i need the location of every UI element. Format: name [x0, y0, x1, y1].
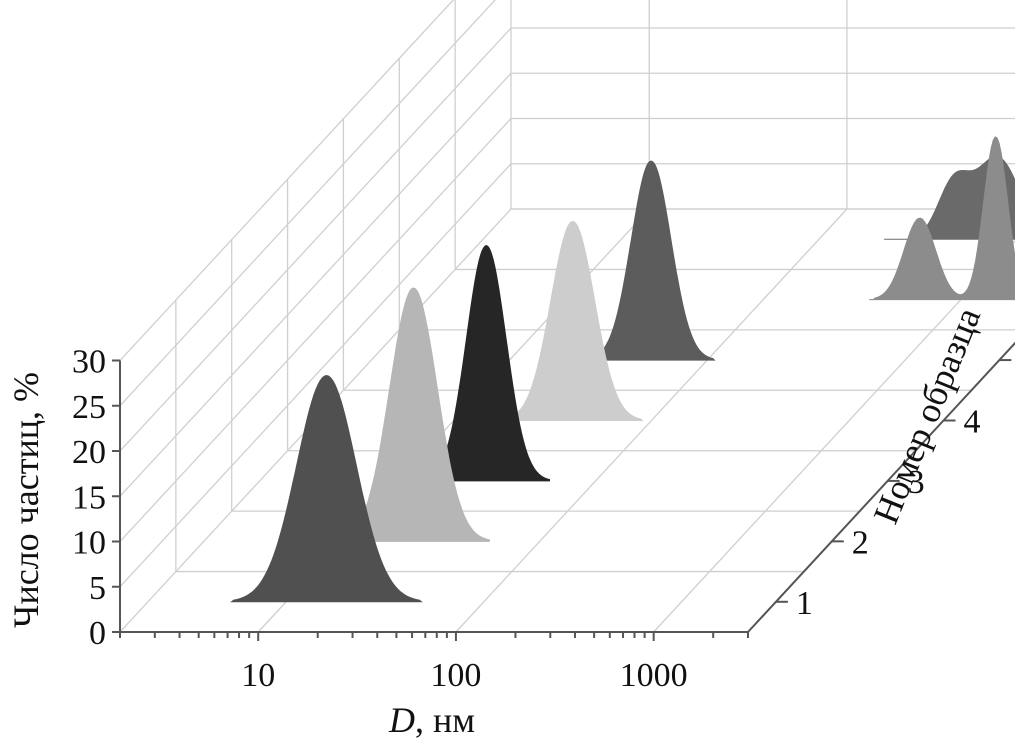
- z-tick-label: 1: [796, 585, 813, 622]
- x-axis-title-unit: , нм: [415, 700, 475, 740]
- z-tick-label: 3: [908, 464, 925, 501]
- tick-labels: 1010010000510152025301234567: [72, 344, 981, 695]
- series-1-area: [230, 374, 423, 603]
- back-wall-grid: [511, 0, 1015, 210]
- side-grid-hline: [119, 118, 512, 542]
- y-tick-label: 25: [72, 389, 106, 426]
- x-axis-title-variable: D: [388, 700, 415, 740]
- x-axis-title: D, нм: [388, 700, 475, 740]
- series-6-area: [869, 136, 1015, 301]
- side-grid-hline: [119, 0, 455, 361]
- floor-grid-depth-line: [653, 240, 1015, 633]
- x-tick-label: 100: [430, 657, 481, 694]
- side-grid-hline: [119, 163, 512, 588]
- y-tick-label: 10: [72, 525, 106, 562]
- y-tick-label: 15: [72, 479, 106, 516]
- side-grid-hline: [119, 27, 512, 452]
- series-4-area: [501, 220, 644, 421]
- x-tick-label: 10: [241, 657, 275, 694]
- series-ribbons: [230, 136, 1015, 603]
- series-5-area: [586, 160, 716, 361]
- y-tick-label: 5: [89, 570, 106, 607]
- floor-grid: [175, 208, 1015, 633]
- y-tick-label: 30: [72, 344, 106, 381]
- y-tick-label: 0: [89, 615, 106, 652]
- x-tick-label: 1000: [620, 657, 688, 694]
- side-grid-hline: [119, 0, 496, 407]
- side-grid-hline: [119, 72, 512, 497]
- axes: [112, 341, 1015, 641]
- z-tick-label: 4: [964, 404, 981, 441]
- y-tick-label: 20: [72, 434, 106, 471]
- floor-grid-depth-line: [455, 208, 848, 633]
- z-tick-label: 2: [852, 524, 869, 561]
- y-axis-title: Число частиц, %: [6, 372, 46, 628]
